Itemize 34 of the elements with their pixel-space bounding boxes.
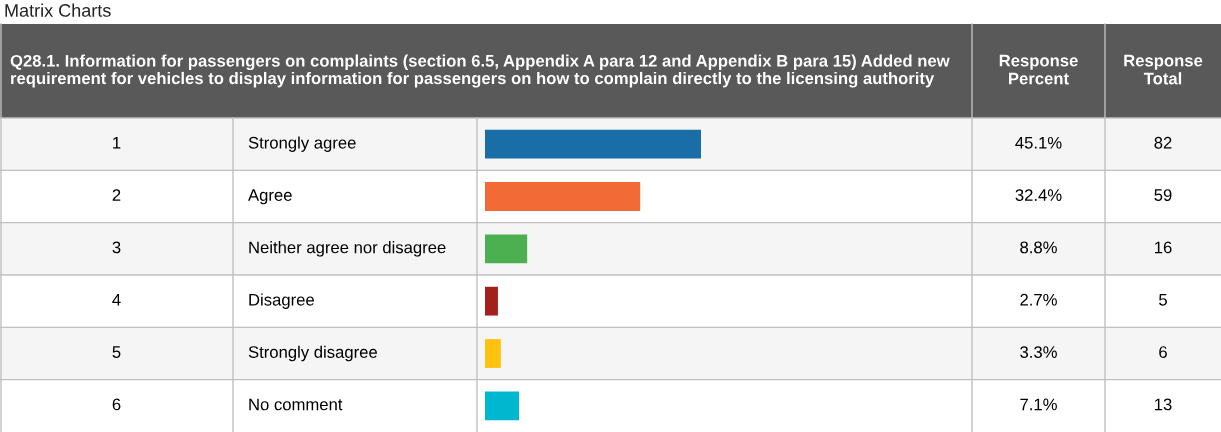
data-label: 45.1% <box>1015 136 1062 149</box>
bar <box>485 182 641 211</box>
bar <box>485 286 498 316</box>
text: Matrix Charts <box>5 3 111 17</box>
y-tick-label: No comment <box>249 398 343 411</box>
text: 3 <box>112 241 121 254</box>
text: 2 <box>112 189 121 201</box>
text: 16 <box>1155 241 1172 254</box>
text: 82 <box>1154 136 1172 149</box>
text: 6 <box>1159 346 1167 358</box>
y-tick-label: Agree <box>248 189 292 205</box>
data-label: 7.1% <box>1020 398 1057 411</box>
y-tick-label: Strongly disagree <box>248 345 377 362</box>
bar <box>485 234 528 264</box>
text: Response Total <box>1124 54 1203 85</box>
text: 5 <box>1159 294 1167 306</box>
text: 5 <box>112 346 121 358</box>
data-label: 8.8% <box>1020 241 1057 254</box>
data-label: 3.3% <box>1020 346 1057 358</box>
y-tick-label: Neither agree nor disagree <box>249 241 446 257</box>
chart-subtitle: Q28.1. Information for passengers on complaints (section 6.5, Appendix A para 12 and Appendix B para 15) Added new requirement for vehicles to display information for passengers on how to complain directly to the licensing authority <box>10 54 950 88</box>
bar <box>485 129 701 159</box>
bar <box>485 339 501 368</box>
text: Response Percent <box>999 54 1078 85</box>
text: 13 <box>1155 398 1172 411</box>
y-tick-label: Strongly agree <box>248 136 356 152</box>
data-label: 32.4% <box>1015 189 1062 201</box>
text: 4 <box>112 294 121 306</box>
data-label: 2.7% <box>1020 293 1057 306</box>
y-tick-label: Disagree <box>249 293 314 309</box>
text: 6 <box>112 398 121 411</box>
bar <box>485 391 519 421</box>
text: 1 <box>113 137 121 149</box>
text: 59 <box>1154 189 1172 201</box>
